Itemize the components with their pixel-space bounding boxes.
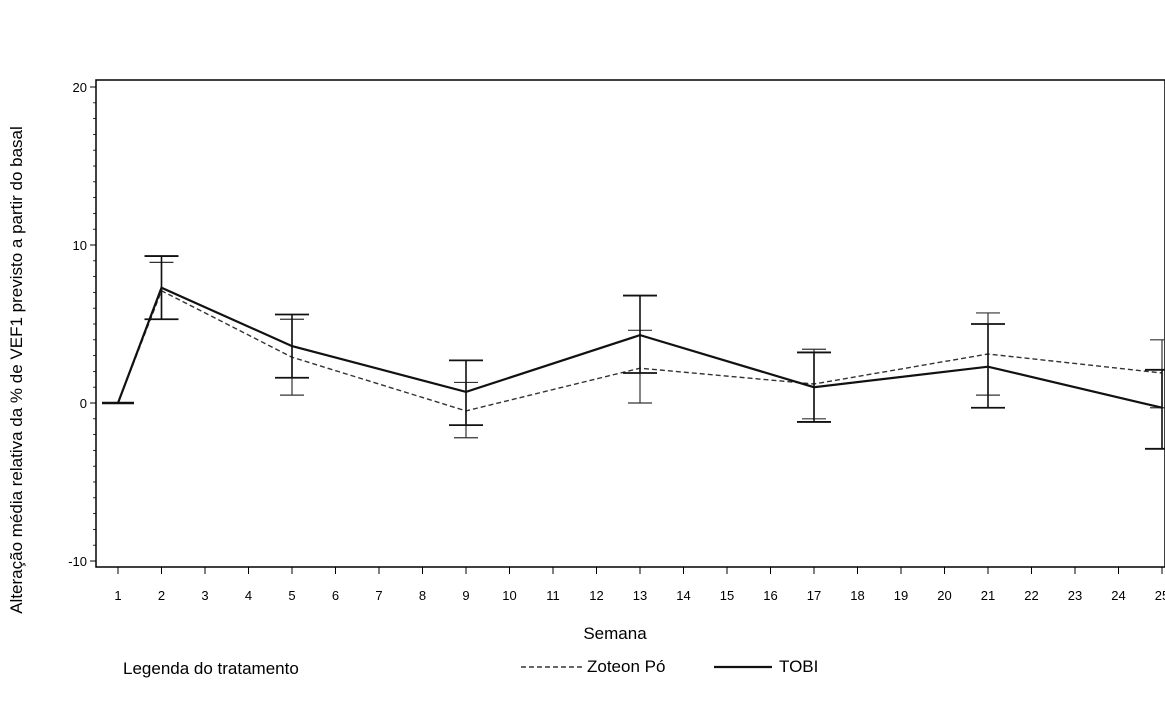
x-tick-label: 20 [937,588,951,603]
x-tick-label: 24 [1111,588,1125,603]
x-tick-label: 10 [502,588,516,603]
plot-frame [95,79,1165,568]
legend: Legenda do tratamento Zoteon Pó TOBI [123,657,818,678]
x-tick-label: 19 [894,588,908,603]
x-tick-label: 9 [462,588,469,603]
legend-label-tobi: TOBI [779,657,818,676]
series-line [116,286,1163,409]
x-tick-label: 1 [114,588,121,603]
x-tick-label: 8 [419,588,426,603]
legend-label-zoteon: Zoteon Pó [587,657,665,676]
error-bar [797,351,831,423]
x-tick-label: 18 [850,588,864,603]
error-bar [971,323,1005,409]
x-tick-label: 23 [1068,588,1082,603]
x-tick-label: 14 [676,588,690,603]
y-tick-label: 0 [80,396,87,411]
x-tick-label: 22 [1024,588,1038,603]
x-tick-label: 17 [807,588,821,603]
x-tick-label: 15 [720,588,734,603]
y-tick-label: -10 [68,554,87,569]
x-axis: 1 2 3 4 5 6 7 8 9 10 11 12 13 14 15 16 17 18 19 20 21 22 23 24 2… [114,567,1165,603]
x-tick-label: 12 [589,588,603,603]
x-tick-label: 25 [1155,588,1165,603]
x-tick-label: 5 [288,588,295,603]
series-tobi [102,255,1165,450]
series-layer [102,255,1165,450]
series-line [117,289,1163,412]
error-bar [144,255,179,321]
x-tick-label: 6 [332,588,339,603]
y-axis-title: Alteração média relativa da % de VEF1 pr… [7,126,26,614]
y-tick-label: 20 [73,80,87,95]
x-tick-label: 7 [375,588,382,603]
y-tick-label: 10 [73,238,87,253]
x-tick-label: 4 [245,588,252,603]
x-tick-label: 2 [158,588,165,603]
y-axis: -10 0 10 20 [68,80,96,569]
error-bar [1145,368,1165,450]
error-bar [275,313,309,379]
x-tick-label: 21 [981,588,995,603]
x-tick-label: 11 [546,588,560,603]
error-bar [623,294,657,374]
series-zoteon [102,261,1165,439]
x-axis-title: Semana [583,624,647,643]
x-tick-label: 13 [633,588,647,603]
x-tick-label: 16 [763,588,777,603]
legend-title: Legenda do tratamento [123,659,299,678]
error-bar [449,359,483,427]
x-tick-label: 3 [201,588,208,603]
